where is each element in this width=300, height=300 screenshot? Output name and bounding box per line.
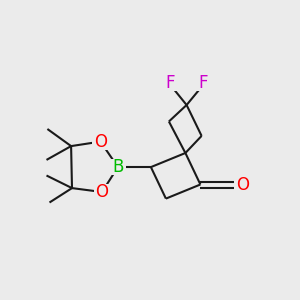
Bar [110,159,126,175]
Bar [92,133,109,150]
Bar [234,176,251,193]
Text: O: O [94,133,107,151]
Text: B: B [112,158,124,176]
Text: F: F [199,74,208,92]
Bar [195,75,212,91]
Text: O: O [95,183,109,201]
Bar [94,184,110,200]
Text: O: O [236,176,249,194]
Bar [162,75,178,91]
Text: F: F [165,74,175,92]
